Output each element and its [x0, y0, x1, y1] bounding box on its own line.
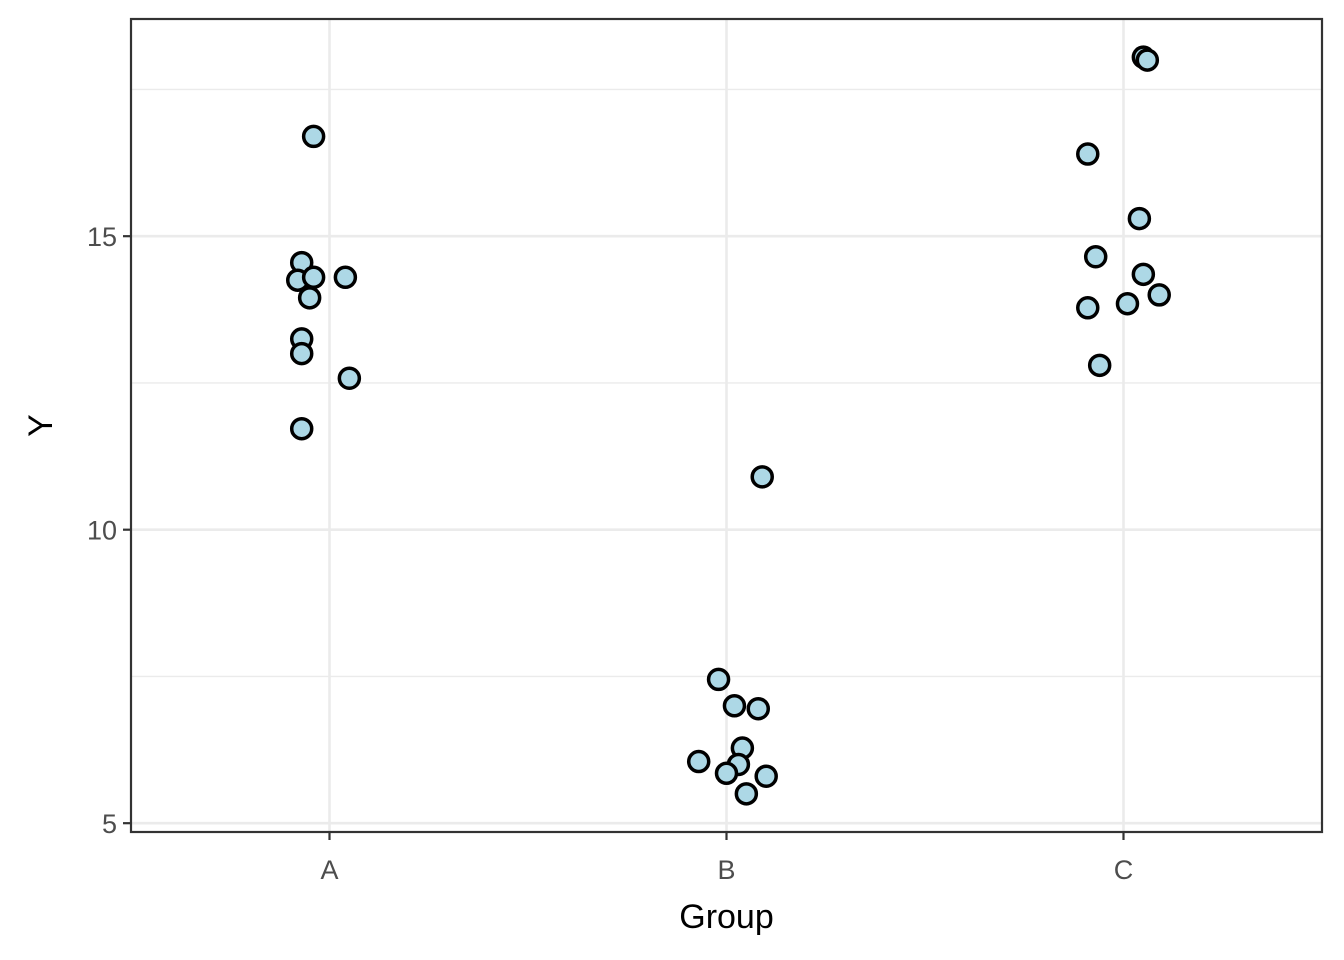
- data-point: [1115, 291, 1140, 316]
- data-point: [297, 286, 322, 310]
- x-tick-label: C: [1114, 855, 1134, 885]
- y-tick-label: 10: [87, 516, 117, 546]
- data-point: [706, 667, 731, 692]
- data-point: [1076, 142, 1100, 166]
- data-point: [1076, 296, 1100, 320]
- y-axis-title: Y: [22, 414, 60, 437]
- axes: 5 10 15 A B C: [87, 222, 1133, 885]
- data-point: [1083, 244, 1108, 269]
- data-point: [750, 465, 774, 489]
- data-point: [686, 749, 711, 774]
- data-point: [1087, 353, 1112, 378]
- x-tick-label: A: [320, 855, 338, 885]
- data-point: [722, 694, 747, 718]
- data-points: [285, 45, 1171, 806]
- data-point: [289, 416, 314, 441]
- grid-lines: [131, 19, 1322, 832]
- x-axis-title: Group: [679, 898, 774, 936]
- y-tick-label: 15: [87, 222, 117, 252]
- data-point: [301, 124, 326, 149]
- y-tick-label: 5: [102, 809, 117, 839]
- data-point: [289, 341, 314, 366]
- data-point: [734, 782, 759, 806]
- x-tick-label: B: [717, 855, 735, 885]
- data-point: [714, 761, 739, 786]
- data-point: [1135, 48, 1160, 72]
- data-point: [754, 764, 778, 788]
- data-point: [1147, 283, 1171, 307]
- data-point: [301, 265, 326, 290]
- data-point: [1131, 262, 1156, 287]
- data-point: [333, 265, 358, 290]
- data-point: [337, 366, 362, 390]
- data-point: [746, 696, 771, 721]
- data-point: [1127, 206, 1152, 231]
